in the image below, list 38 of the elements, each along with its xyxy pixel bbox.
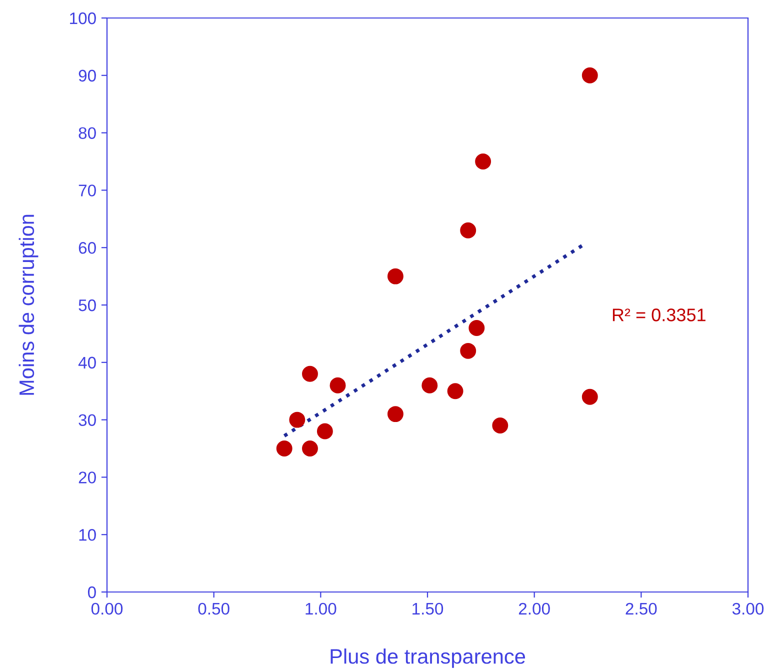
x-tick-label: 0.50 xyxy=(198,602,230,615)
point xyxy=(460,222,476,238)
y-tick-label: 30 xyxy=(78,414,96,426)
point xyxy=(289,412,306,428)
point xyxy=(302,366,318,382)
y-axis-title: Moins de corruption xyxy=(18,214,38,395)
y-tick-label: 100 xyxy=(70,12,96,24)
y-tick-label: 20 xyxy=(78,472,96,484)
point xyxy=(387,268,404,284)
y-tick-label: 60 xyxy=(78,242,96,254)
point xyxy=(387,406,404,422)
point xyxy=(492,418,508,434)
point xyxy=(475,154,492,170)
point xyxy=(468,320,485,336)
y-tick-label: 90 xyxy=(78,70,96,82)
x-tick-label: 1.00 xyxy=(306,602,336,615)
y-tick-label: 40 xyxy=(78,356,96,369)
point xyxy=(316,423,333,440)
y-tick-label: 70 xyxy=(78,184,96,196)
x-tick-label: 2.50 xyxy=(626,602,657,615)
x-tick-label: 2.00 xyxy=(518,602,550,615)
x-tick-label: 1.50 xyxy=(412,602,444,615)
x-tick-label: 0.00 xyxy=(91,602,123,615)
y-tick-label: 80 xyxy=(78,127,96,140)
point xyxy=(447,383,464,400)
point xyxy=(582,388,598,405)
point xyxy=(302,440,318,456)
x-tick-label: 3.00 xyxy=(732,602,764,615)
point xyxy=(582,67,598,84)
y-tick-label: 0 xyxy=(88,586,96,598)
point xyxy=(422,377,438,394)
annotation: R² = 0.3351 xyxy=(612,308,706,322)
y-tick-label: 50 xyxy=(78,299,96,312)
x-axis-title: Plus de transparence xyxy=(330,648,526,668)
point xyxy=(276,440,292,456)
point xyxy=(460,342,476,359)
y-tick-label: 10 xyxy=(79,529,96,541)
point xyxy=(330,377,346,394)
